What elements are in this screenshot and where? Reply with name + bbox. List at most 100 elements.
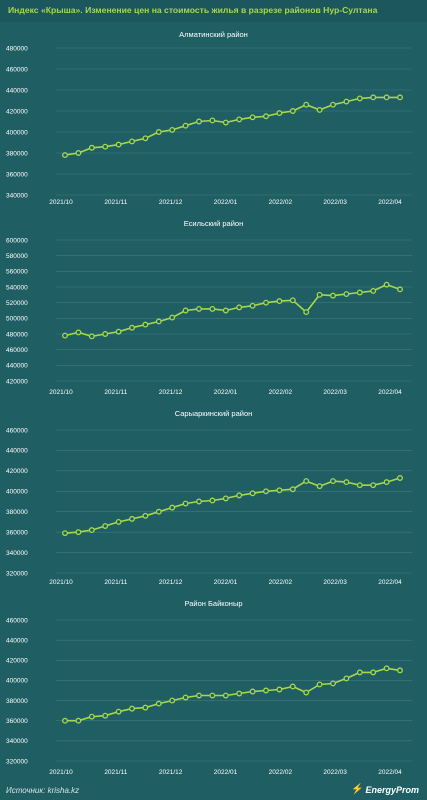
data-point xyxy=(276,686,283,693)
data-point xyxy=(88,713,95,720)
data-point xyxy=(397,94,403,101)
x-tick-label: 2022/01 xyxy=(214,199,238,206)
x-tick-label: 2021/10 xyxy=(49,199,73,206)
x-tick-label: 2021/12 xyxy=(159,199,183,206)
data-point xyxy=(129,324,135,331)
data-point xyxy=(303,478,310,485)
data-point xyxy=(383,94,390,101)
data-point xyxy=(102,331,109,337)
data-point xyxy=(316,483,323,490)
data-point xyxy=(303,689,310,696)
data-point xyxy=(209,692,216,699)
data-point xyxy=(370,94,377,101)
y-tick-label: 360000 xyxy=(6,718,28,725)
y-tick-label: 420000 xyxy=(6,378,28,385)
data-point xyxy=(303,309,310,316)
data-point xyxy=(222,495,229,502)
data-point xyxy=(196,692,202,699)
chart-title: Есильский район xyxy=(184,219,243,228)
y-tick-label: 460000 xyxy=(6,617,28,624)
brand-name: EnergyProm xyxy=(365,784,419,795)
x-tick-label: 2021/10 xyxy=(49,579,73,586)
data-point xyxy=(397,667,403,674)
series-line xyxy=(64,477,401,534)
data-point xyxy=(289,297,296,304)
page-title: Индекс «Крыша». Изменение цен на стоимос… xyxy=(8,5,378,15)
y-tick-label: 440000 xyxy=(6,448,28,455)
x-tick-label: 2022/01 xyxy=(214,389,238,396)
data-point xyxy=(330,680,336,687)
data-point xyxy=(222,119,229,126)
data-point xyxy=(169,314,176,321)
data-point xyxy=(263,687,269,694)
data-point xyxy=(330,101,336,108)
x-tick-label: 2022/02 xyxy=(269,199,293,206)
y-tick-label: 380000 xyxy=(6,509,28,516)
data-point xyxy=(102,523,109,529)
data-point xyxy=(249,688,256,695)
data-point xyxy=(142,135,149,142)
y-tick-label: 340000 xyxy=(6,550,28,557)
y-tick-label: 420000 xyxy=(6,468,28,475)
data-point xyxy=(303,101,310,108)
x-tick-label: 2022/02 xyxy=(269,769,293,776)
data-point xyxy=(155,700,162,707)
data-point xyxy=(330,292,336,299)
data-point xyxy=(249,490,256,497)
y-tick-label: 600000 xyxy=(6,237,28,244)
data-point xyxy=(343,675,350,682)
data-point xyxy=(102,712,109,719)
data-point xyxy=(88,333,95,340)
data-point xyxy=(370,287,377,294)
data-point xyxy=(370,669,377,676)
x-tick-label: 2021/11 xyxy=(104,579,127,586)
y-tick-label: 480000 xyxy=(6,45,28,52)
data-point xyxy=(182,500,189,507)
y-tick-label: 500000 xyxy=(6,316,28,323)
chart-title: Район Байконыр xyxy=(184,599,242,608)
data-point xyxy=(102,143,109,150)
data-point xyxy=(209,497,216,504)
x-tick-label: 2021/12 xyxy=(159,389,183,396)
x-tick-label: 2021/11 xyxy=(104,199,127,206)
y-tick-label: 440000 xyxy=(6,87,28,94)
y-tick-label: 400000 xyxy=(6,678,28,685)
data-point xyxy=(115,328,122,335)
x-tick-label: 2022/01 xyxy=(214,579,238,586)
chart-panel-2: Есильский район 420000 440000 460000 480000 5… xyxy=(6,219,412,396)
data-point xyxy=(289,108,296,114)
data-point xyxy=(356,482,363,489)
data-point xyxy=(129,515,135,522)
x-tick-label: 2021/11 xyxy=(104,389,127,396)
data-point xyxy=(236,690,243,697)
y-tick-label: 400000 xyxy=(6,489,28,496)
data-point xyxy=(75,717,82,724)
data-point xyxy=(88,527,95,534)
x-tick-label: 2021/10 xyxy=(49,769,73,776)
data-point xyxy=(263,299,269,306)
data-point xyxy=(236,116,243,123)
x-tick-label: 2021/12 xyxy=(159,769,183,776)
series-line xyxy=(65,667,401,722)
data-point xyxy=(383,479,390,486)
x-tick-label: 2022/04 xyxy=(378,199,402,206)
source-note: Источник: krisha.kz xyxy=(6,786,80,795)
energyprom-logo-icon: ⚡ xyxy=(351,784,364,795)
x-tick-label: 2021/10 xyxy=(49,389,73,396)
data-point xyxy=(316,291,323,298)
data-point xyxy=(343,291,350,297)
chart-panel-4: Район Байконыр 320000 340000 360000 380000 40… xyxy=(6,599,412,776)
chart-title: Сарыаркинский район xyxy=(175,409,253,418)
y-tick-label: 480000 xyxy=(6,331,28,338)
data-point xyxy=(263,488,269,495)
y-tick-label: 440000 xyxy=(6,363,28,370)
series-line xyxy=(64,283,401,338)
data-point xyxy=(62,717,68,724)
data-point xyxy=(263,113,269,120)
data-point xyxy=(370,482,377,489)
x-tick-label: 2022/03 xyxy=(323,579,347,586)
y-tick-label: 460000 xyxy=(6,66,28,73)
data-point xyxy=(289,486,296,493)
data-point xyxy=(356,289,363,296)
y-tick-label: 400000 xyxy=(6,129,28,136)
